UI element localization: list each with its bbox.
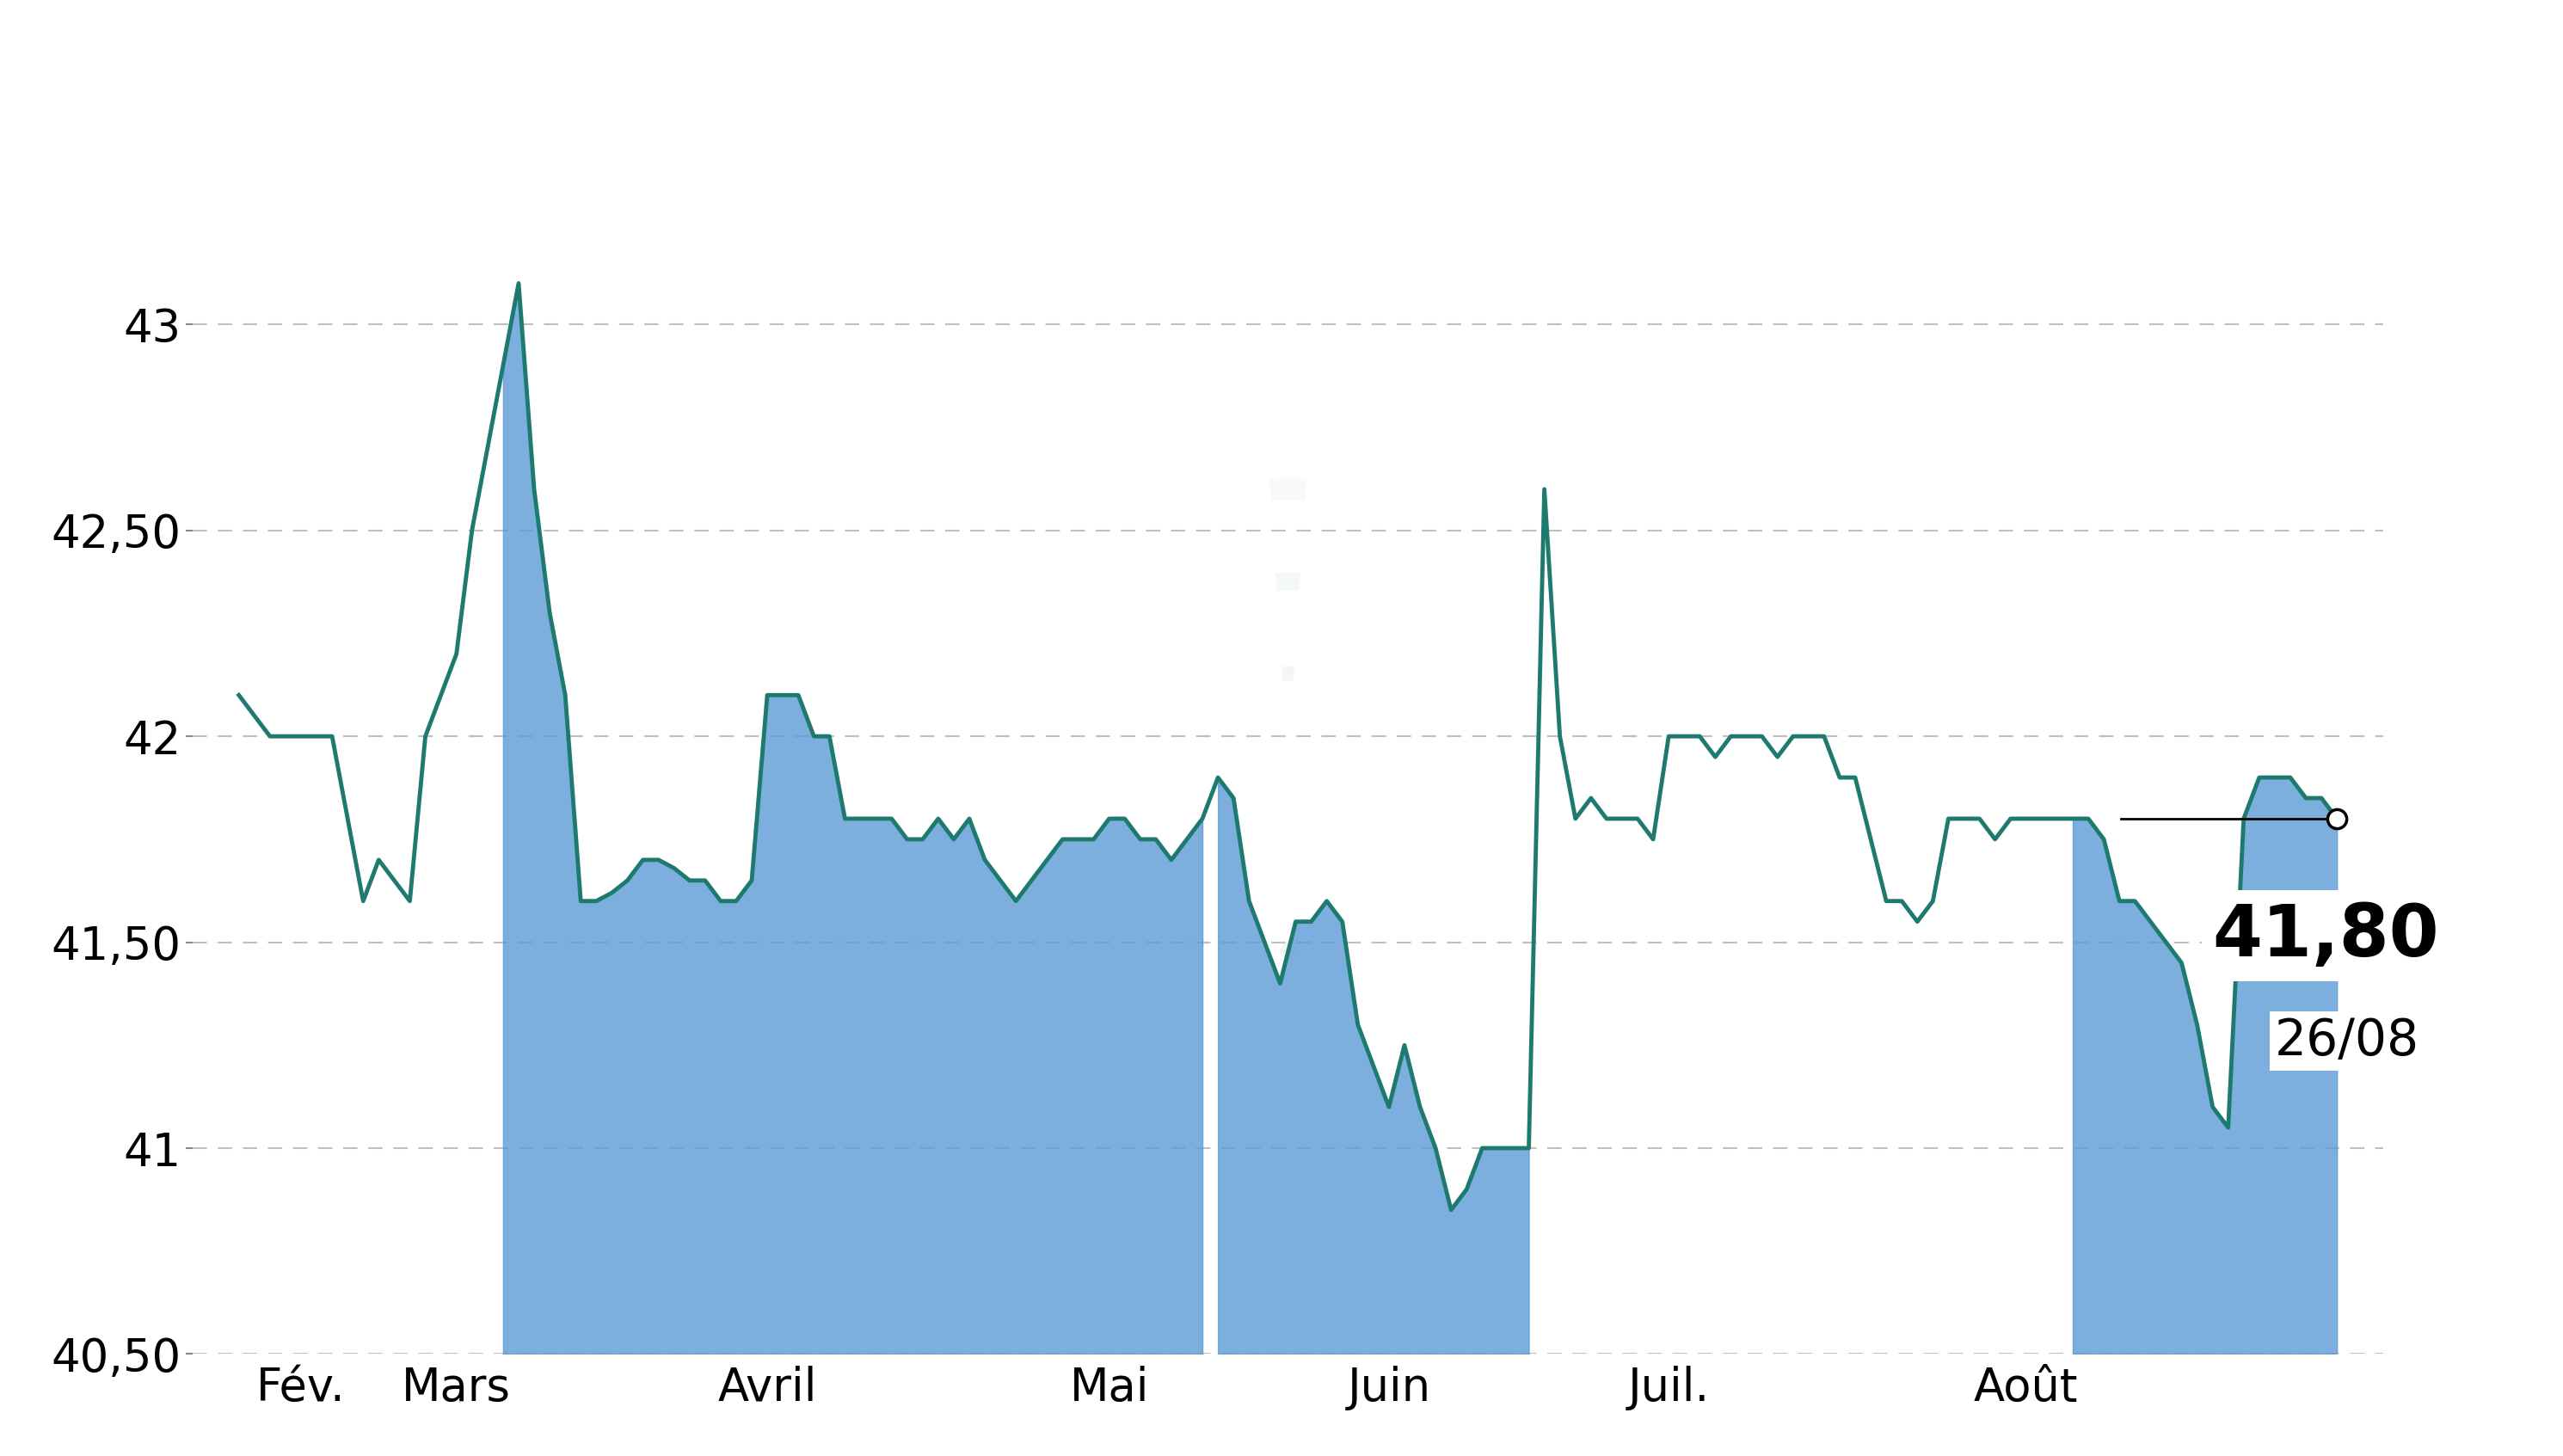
Text: 41,80: 41,80 [2212,901,2440,971]
Text: 26/08: 26/08 [2276,1016,2419,1066]
Text: Biotest AG: Biotest AG [1025,22,1538,106]
